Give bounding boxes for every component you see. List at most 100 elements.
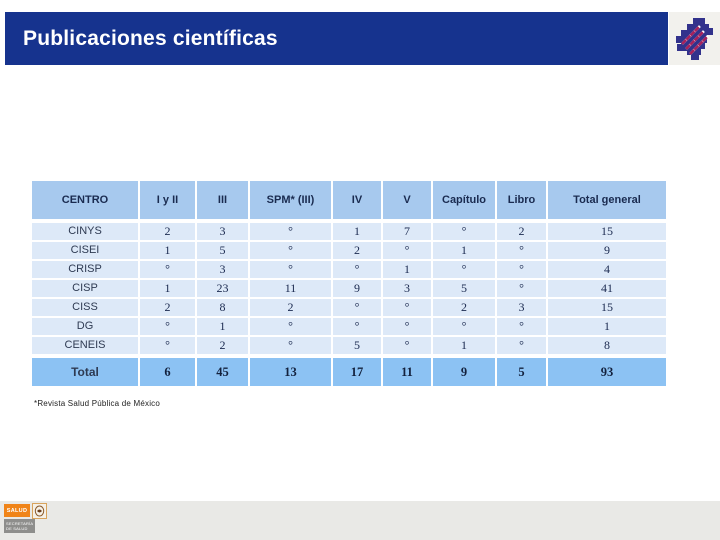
table-row: CRISP ° 3 ° ° 1 ° ° 4 (32, 261, 666, 278)
cell-value: ° (497, 280, 546, 297)
cell-value: 4 (548, 261, 666, 278)
table-footer: Total 6 45 13 17 11 9 5 93 (32, 356, 666, 386)
cell-value: ° (383, 299, 431, 316)
total-value: 93 (548, 356, 666, 386)
cell-value: 3 (497, 299, 546, 316)
total-label: Total (32, 356, 138, 386)
table-row: CISS 2 8 2 ° ° 2 3 15 (32, 299, 666, 316)
footer-strip: SALUD SECRETARÍA DE SALUD (0, 501, 720, 540)
cell-value: ° (497, 242, 546, 259)
total-value: 13 (250, 356, 331, 386)
row-label: CENEIS (32, 337, 138, 354)
cell-value: 5 (197, 242, 248, 259)
cell-value: 2 (140, 223, 195, 240)
slide-title: Publicaciones científicas (23, 26, 278, 50)
cell-value: ° (333, 261, 381, 278)
cell-value: 3 (197, 223, 248, 240)
cell-value: ° (250, 337, 331, 354)
total-value: 6 (140, 356, 195, 386)
cell-value: ° (383, 318, 431, 335)
column-header: Total general (548, 181, 666, 221)
cell-value: 1 (140, 242, 195, 259)
cell-value: 2 (497, 223, 546, 240)
column-header: III (197, 181, 248, 221)
total-value: 9 (433, 356, 495, 386)
row-label: CRISP (32, 261, 138, 278)
column-header: V (383, 181, 431, 221)
mexico-emblem-icon (32, 503, 47, 519)
cell-value: 1 (548, 318, 666, 335)
secretaria-line1: SECRETARÍA (6, 521, 34, 526)
cell-value: 1 (140, 280, 195, 297)
table-total-row: Total 6 45 13 17 11 9 5 93 (32, 356, 666, 386)
cell-value: ° (383, 242, 431, 259)
cell-value: ° (497, 318, 546, 335)
cell-value: ° (140, 261, 195, 278)
column-header: SPM* (III) (250, 181, 331, 221)
cell-value: 8 (548, 337, 666, 354)
row-label: CISS (32, 299, 138, 316)
table-row: CINYS 2 3 ° 1 7 ° 2 15 (32, 223, 666, 240)
cell-value: ° (250, 242, 331, 259)
cell-value: 2 (250, 299, 331, 316)
column-header: I y II (140, 181, 195, 221)
cell-value: 1 (197, 318, 248, 335)
table-row: CENEIS ° 2 ° 5 ° 1 ° 8 (32, 337, 666, 354)
cell-value: ° (250, 261, 331, 278)
cell-value: ° (497, 261, 546, 278)
cell-value: 1 (383, 261, 431, 278)
row-label: DG (32, 318, 138, 335)
table-row: CISP 1 23 11 9 3 5 ° 41 (32, 280, 666, 297)
cell-value: 1 (433, 242, 495, 259)
secretaria-line2: DE SALUD (6, 526, 28, 531)
cell-value: 15 (548, 223, 666, 240)
total-value: 17 (333, 356, 381, 386)
insp-logo-box (669, 12, 720, 65)
row-label: CISP (32, 280, 138, 297)
cell-value: 15 (548, 299, 666, 316)
cell-value: 1 (433, 337, 495, 354)
column-header: Libro (497, 181, 546, 221)
column-header: Capítulo (433, 181, 495, 221)
cell-value: ° (333, 318, 381, 335)
cell-value: ° (497, 337, 546, 354)
table-header-row: CENTRO I y II III SPM* (III) IV V Capítulo Libr… (32, 181, 666, 221)
salud-logo-label: SALUD (6, 507, 28, 514)
cell-value: 7 (383, 223, 431, 240)
cell-value: ° (250, 318, 331, 335)
total-value: 11 (383, 356, 431, 386)
cell-value: ° (433, 223, 495, 240)
row-label: CINYS (32, 223, 138, 240)
cell-value: 2 (433, 299, 495, 316)
cell-value: 8 (197, 299, 248, 316)
cell-value: 2 (140, 299, 195, 316)
title-bar: Publicaciones científicas (5, 12, 668, 65)
cell-value: 9 (548, 242, 666, 259)
cell-value: ° (433, 318, 495, 335)
cell-value: 2 (197, 337, 248, 354)
salud-logo: SALUD (4, 504, 30, 517)
footnote: *Revista Salud Pública de México (34, 399, 161, 408)
table-row: DG ° 1 ° ° ° ° ° 1 (32, 318, 666, 335)
cell-value: ° (383, 337, 431, 354)
table-body: CINYS 2 3 ° 1 7 ° 2 15 CISEI 1 5 ° 2 ° 1 ° 9 CRISP ° 3 ° ° 1 ° ° 4… (32, 223, 666, 354)
cell-value: 41 (548, 280, 666, 297)
insp-logo-icon (675, 17, 713, 60)
cell-value: 11 (250, 280, 331, 297)
cell-value: ° (250, 223, 331, 240)
total-value: 45 (197, 356, 248, 386)
row-label: CISEI (32, 242, 138, 259)
table-row: CISEI 1 5 ° 2 ° 1 ° 9 (32, 242, 666, 259)
cell-value: 23 (197, 280, 248, 297)
cell-value: 2 (333, 242, 381, 259)
column-header-centro: CENTRO (32, 181, 138, 221)
secretaria-label: SECRETARÍA DE SALUD (4, 519, 35, 533)
table-header: CENTRO I y II III SPM* (III) IV V Capítulo Libr… (32, 181, 666, 221)
cell-value: ° (140, 337, 195, 354)
cell-value: ° (333, 299, 381, 316)
cell-value: 3 (383, 280, 431, 297)
cell-value: 1 (333, 223, 381, 240)
total-value: 5 (497, 356, 546, 386)
cell-value: ° (433, 261, 495, 278)
